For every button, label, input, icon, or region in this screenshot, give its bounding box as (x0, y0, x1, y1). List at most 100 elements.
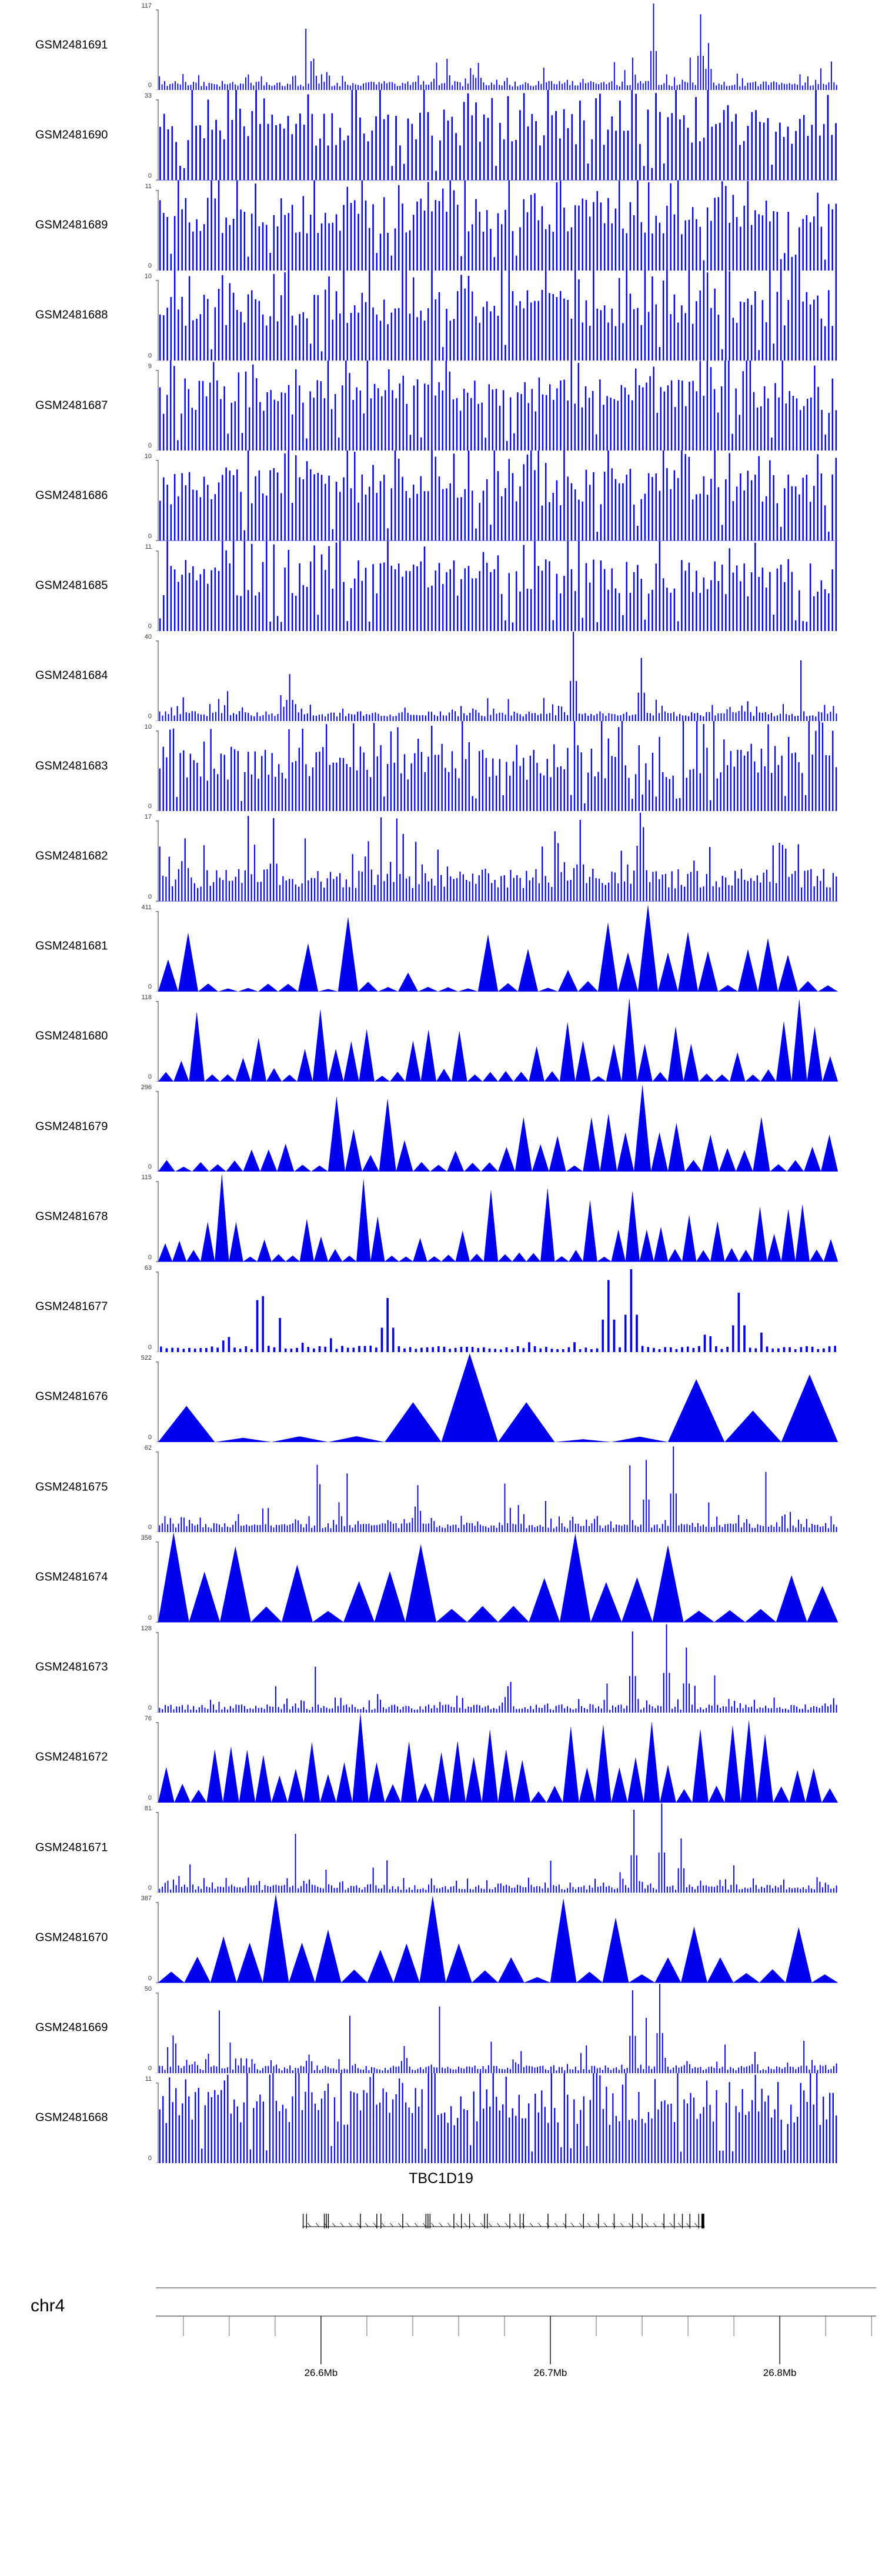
track-y-axis (156, 1002, 158, 1082)
coverage-area (158, 1174, 838, 1262)
track-row[interactable]: GSM2481673 128 0 (0, 1623, 882, 1713)
track-row[interactable]: GSM2481689 11 0 (0, 180, 882, 271)
track-row[interactable]: GSM2481669 50 0 (0, 1983, 882, 2073)
strand-arrow-icon (406, 2223, 410, 2227)
track-row[interactable]: GSM2481682 17 0 (0, 811, 882, 902)
track-y-axis (156, 190, 158, 270)
gene-exon[interactable] (681, 2214, 683, 2228)
track-row[interactable]: GSM2481674 358 0 (0, 1532, 882, 1623)
track-plot[interactable] (156, 270, 838, 361)
track-plot[interactable] (156, 90, 838, 181)
gene-model-svg[interactable] (0, 2163, 882, 2251)
gene-exon[interactable] (453, 2214, 455, 2228)
track-row[interactable]: GSM2481683 10 0 (0, 721, 882, 812)
track-row[interactable]: GSM2481675 62 0 (0, 1442, 882, 1533)
track-plot[interactable] (156, 1623, 838, 1713)
track-label-gsm2481691: GSM2481691 (35, 38, 108, 52)
gene-exon[interactable] (701, 2214, 704, 2228)
track-plot[interactable] (156, 1532, 838, 1623)
track-plot[interactable] (156, 902, 838, 992)
track-row[interactable]: GSM2481677 63 0 (0, 1262, 882, 1352)
gene-exon[interactable] (328, 2214, 329, 2228)
track-plot[interactable] (156, 631, 838, 721)
track-axis-max: 10 (144, 453, 152, 461)
coverage-area (158, 1894, 838, 1983)
track-axis-min: 0 (148, 1253, 152, 1261)
track-plot[interactable] (156, 2073, 838, 2163)
track-plot[interactable] (156, 1713, 838, 1803)
track-plot[interactable] (156, 1442, 838, 1533)
gene-exon[interactable] (583, 2214, 584, 2228)
strand-arrow-icon (505, 2223, 509, 2227)
strand-arrow-icon (579, 2223, 583, 2227)
track-axis-min: 0 (148, 622, 152, 630)
track-row[interactable]: GSM2481676 522 0 (0, 1352, 882, 1442)
chromosome-axis-svg[interactable]: 26.6Mb 26.7Mb 26.8Mb (0, 2251, 882, 2387)
track-y-axis (156, 550, 158, 630)
gene-exon[interactable] (547, 2214, 549, 2228)
gene-exon[interactable] (523, 2214, 524, 2228)
track-row[interactable]: GSM2481679 296 0 (0, 1082, 882, 1172)
track-plot[interactable] (156, 721, 838, 812)
gene-exon[interactable] (469, 2214, 470, 2228)
track-axis-max: 76 (144, 1714, 152, 1722)
track-row[interactable]: GSM2481688 10 0 (0, 270, 882, 361)
track-axis-min: 0 (148, 983, 152, 990)
track-y-axis (156, 821, 158, 901)
coverage-area (158, 1532, 838, 1623)
track-plot[interactable] (156, 451, 838, 541)
track-row[interactable]: GSM2481684 40 0 (0, 631, 882, 721)
track-axis-max: 40 (144, 633, 152, 640)
coverage-area (158, 998, 838, 1082)
track-row[interactable]: GSM2481668 11 0 (0, 2073, 882, 2163)
strand-arrow-icon (571, 2223, 574, 2227)
strand-arrow-icon (308, 2223, 311, 2227)
gene-exon[interactable] (402, 2214, 403, 2228)
track-plot[interactable] (156, 1082, 838, 1172)
gene-exon[interactable] (376, 2214, 377, 2228)
gene-exon[interactable] (427, 2214, 429, 2228)
gene-exon[interactable] (598, 2214, 599, 2228)
gene-exon[interactable] (323, 2214, 325, 2228)
track-row[interactable]: GSM2481687 9 0 (0, 361, 882, 451)
gene-exon[interactable] (484, 2214, 485, 2228)
track-plot[interactable] (156, 1352, 838, 1442)
track-plot[interactable] (156, 180, 838, 271)
track-row[interactable]: GSM2481671 81 0 (0, 1803, 882, 1893)
track-plot[interactable] (156, 0, 838, 91)
track-plot[interactable] (156, 1983, 838, 2073)
gene-exon[interactable] (632, 2214, 633, 2228)
track-row[interactable]: GSM2481678 115 0 (0, 1172, 882, 1262)
coverage-area (158, 1624, 838, 1713)
gene-exon[interactable] (380, 2214, 382, 2228)
gene-exon[interactable] (306, 2214, 308, 2228)
track-plot[interactable] (156, 540, 838, 631)
track-row[interactable]: GSM2481670 387 0 (0, 1893, 882, 1983)
track-axis-min: 0 (148, 442, 152, 450)
track-axis-max: 358 (141, 1534, 152, 1542)
track-row[interactable]: GSM2481685 11 0 (0, 540, 882, 631)
track-row[interactable]: GSM2481672 76 0 (0, 1713, 882, 1803)
track-row[interactable]: GSM2481686 10 0 (0, 451, 882, 541)
gene-exon[interactable] (509, 2214, 510, 2228)
track-axis-min: 0 (148, 1524, 152, 1531)
strand-arrow-icon (340, 2223, 344, 2227)
track-label-gsm2481682: GSM2481682 (35, 849, 108, 863)
track-plot[interactable] (156, 811, 838, 902)
gene-exon[interactable] (460, 2214, 462, 2228)
track-plot[interactable] (156, 1172, 838, 1262)
gene-exon[interactable] (565, 2214, 566, 2228)
track-plot[interactable] (156, 1893, 838, 1983)
track-axis-max: 50 (144, 1985, 152, 1993)
track-row[interactable]: GSM2481691 117 0 (0, 0, 882, 91)
track-plot[interactable] (156, 361, 838, 451)
track-axis-max: 17 (144, 813, 152, 821)
strand-arrow-icon (497, 2223, 500, 2227)
track-plot[interactable] (156, 1262, 838, 1352)
track-axis-min: 0 (148, 713, 152, 720)
track-row[interactable]: GSM2481681 411 0 (0, 902, 882, 992)
track-plot[interactable] (156, 992, 838, 1082)
track-plot[interactable] (156, 1803, 838, 1893)
track-row[interactable]: GSM2481690 33 0 (0, 90, 882, 181)
track-row[interactable]: GSM2481680 118 0 (0, 992, 882, 1082)
